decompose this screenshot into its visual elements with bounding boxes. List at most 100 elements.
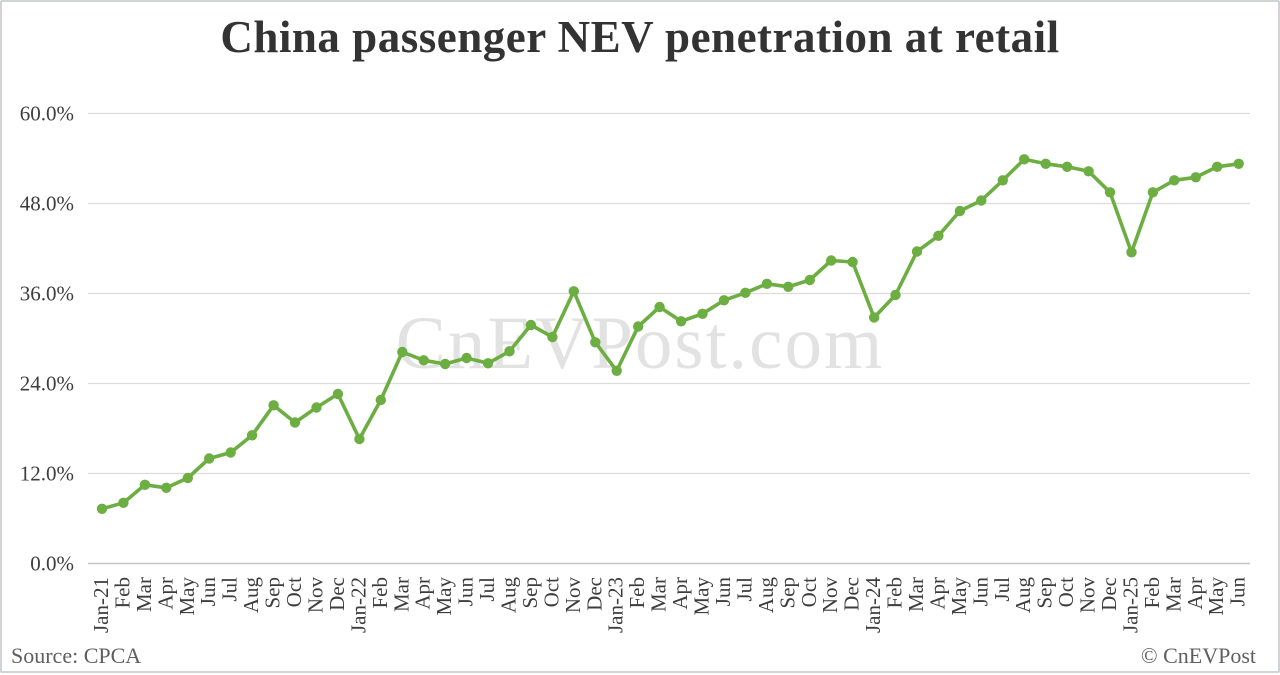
source-label: Source: CPCA [11, 643, 142, 668]
data-point [1061, 161, 1073, 172]
x-tick-label: Sep [261, 577, 285, 609]
data-point [139, 479, 151, 490]
x-tick-label: Nov [1076, 577, 1100, 614]
x-tick-label: Jun [968, 577, 992, 607]
x-tick-label: Feb [625, 577, 649, 609]
data-point [440, 358, 451, 370]
x-tick-label: Jul [218, 577, 242, 602]
data-point [1104, 187, 1116, 198]
data-point [633, 321, 644, 332]
x-tick-label: Oct [1054, 577, 1078, 607]
x-tick-label: Dec [840, 577, 864, 611]
data-point [654, 301, 665, 313]
data-point [847, 256, 858, 268]
data-point [1126, 247, 1137, 258]
data-point [525, 319, 537, 331]
x-tick-label: Aug [754, 577, 778, 614]
data-point [997, 175, 1008, 186]
data-point [783, 281, 794, 292]
x-tick-label: Oct [797, 577, 821, 607]
data-point [354, 433, 365, 445]
chart-title: China passenger NEV penetration at retai… [220, 12, 1060, 62]
x-tick-label: Aug [1011, 577, 1035, 614]
x-tick-label: Mar [904, 577, 928, 612]
data-point [976, 195, 987, 206]
x-tick-label: Apr [668, 577, 692, 610]
x-tick-label: Feb [368, 577, 392, 609]
data-point [590, 337, 601, 348]
x-tick-label: Feb [883, 577, 907, 609]
data-point [868, 312, 880, 323]
data-point [268, 400, 279, 411]
x-tick-label: Jul [990, 577, 1014, 602]
x-tick-label: Feb [1140, 577, 1164, 609]
y-tick-label: 0.0% [30, 552, 74, 576]
data-point [1040, 158, 1051, 169]
data-point [1083, 166, 1094, 177]
data-point [954, 205, 966, 217]
data-point [118, 497, 129, 508]
data-point [933, 230, 944, 241]
data-point [461, 352, 472, 364]
data-point [890, 289, 901, 301]
x-tick-label: Jun [1226, 577, 1250, 607]
data-point [225, 447, 236, 458]
x-tick-label: Jun [711, 577, 735, 607]
x-tick-label: Oct [282, 577, 306, 607]
x-tick-label: May [1204, 577, 1228, 616]
x-tick-label: Mar [132, 577, 156, 612]
x-tick-label: Mar [1161, 577, 1185, 612]
data-point [568, 286, 579, 297]
data-point [611, 365, 622, 376]
watermark-text: CnEVPost.com [396, 302, 885, 385]
x-tick-label: Apr [411, 577, 435, 610]
x-tick-label: Jan-25 [1118, 577, 1142, 633]
data-point [804, 274, 815, 286]
data-point [418, 355, 429, 366]
x-tick-label: Jan-24 [861, 577, 885, 633]
data-point [161, 482, 172, 493]
data-point [246, 430, 258, 441]
data-point [289, 417, 301, 428]
x-tick-label: Mar [389, 577, 413, 612]
x-tick-label: Nov [818, 577, 842, 614]
x-tick-label: Dec [1097, 577, 1121, 611]
x-tick-label: Jan-21 [89, 577, 113, 633]
data-point [504, 346, 515, 357]
x-tick-label: Nov [303, 577, 327, 614]
x-tick-label: Feb [110, 577, 134, 609]
data-point [1019, 154, 1030, 165]
x-tick-label: Nov [561, 577, 585, 614]
x-tick-label: Apr [1183, 577, 1207, 610]
data-point [697, 308, 708, 319]
data-point [826, 255, 837, 266]
x-tick-label: May [690, 577, 714, 616]
data-point [1169, 175, 1180, 186]
x-tick-label: Apr [153, 577, 177, 610]
x-tick-label: May [432, 577, 456, 616]
x-tick-label: Jul [475, 577, 499, 602]
x-tick-label: Mar [647, 577, 671, 612]
data-point [1147, 187, 1159, 198]
y-axis-labels-group: 60.0% 48.0% 36.0% 24.0% 12.0% 0.0% [20, 102, 74, 576]
x-tick-label: Oct [539, 577, 563, 607]
x-tick-label: Jun [454, 577, 478, 607]
x-tick-label: Sep [1033, 577, 1057, 609]
data-point [675, 316, 687, 327]
gridlines-group [88, 112, 1250, 565]
x-tick-label: Dec [325, 577, 349, 611]
data-point [204, 453, 215, 464]
x-tick-label: Dec [582, 577, 606, 611]
data-point [740, 287, 751, 298]
data-point [1190, 172, 1202, 183]
x-tick-label: Aug [239, 577, 263, 614]
data-point [718, 295, 730, 306]
data-point [96, 503, 108, 514]
data-point [547, 331, 558, 343]
series-group [96, 154, 1244, 514]
x-tick-label: Apr [925, 577, 949, 610]
x-tick-label: Jun [196, 577, 220, 607]
data-point [911, 246, 923, 257]
